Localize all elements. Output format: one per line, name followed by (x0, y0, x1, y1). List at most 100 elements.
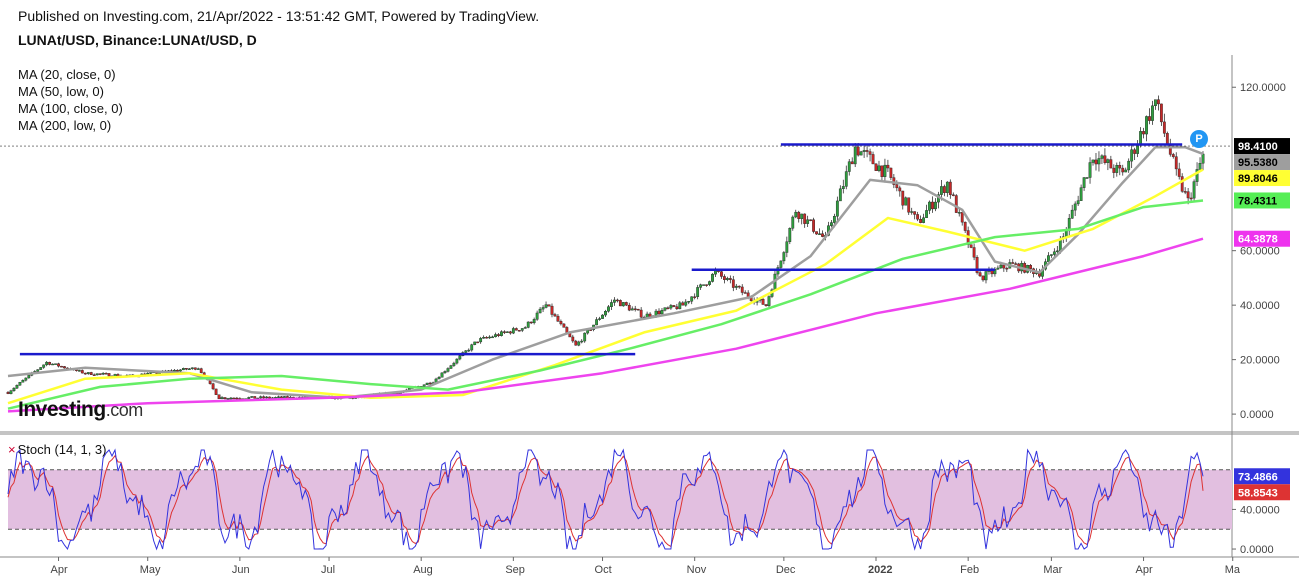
candle-body (443, 371, 447, 374)
candle-body (503, 331, 506, 333)
candle-body (473, 341, 477, 345)
candle-body (1047, 255, 1050, 262)
candle-body (86, 372, 90, 374)
candle-body (734, 285, 738, 288)
candle-body (277, 396, 280, 398)
candle-body (574, 340, 578, 346)
candle-body (737, 285, 741, 288)
time-tick-label: Apr (1136, 564, 1153, 576)
candle-body (571, 336, 575, 342)
time-tick-label: Dec (776, 564, 796, 576)
candle-body (511, 328, 515, 334)
candle-body (1171, 154, 1175, 157)
candle-body (51, 363, 54, 366)
candle-body (580, 340, 584, 343)
candle-body (636, 308, 640, 311)
candle-body (1118, 165, 1122, 169)
candle-body (506, 331, 509, 333)
candle-body (919, 218, 922, 223)
price-tick-label: 60.0000 (1240, 246, 1280, 258)
candle-body (690, 296, 694, 302)
candle-body (220, 397, 224, 400)
candle-body (446, 368, 450, 372)
candle-body (618, 300, 622, 307)
candle-body (660, 310, 664, 315)
candle-body (1127, 160, 1131, 171)
candle-body (508, 331, 512, 334)
candle-body (925, 210, 928, 218)
stoch-k-label: 73.4866 (1238, 471, 1278, 483)
ma20-legend[interactable]: MA (20, close, 0) (18, 67, 116, 82)
candle-body (764, 304, 768, 306)
candle-body (529, 321, 533, 324)
ma50-legend[interactable]: MA (50, low, 0) (18, 84, 104, 99)
candle-body (850, 161, 854, 165)
ma50-price-label-bg (1234, 170, 1290, 187)
candle-body (951, 194, 955, 196)
candle-body (45, 361, 49, 366)
candle-body (488, 336, 491, 339)
candle-body (553, 314, 557, 317)
candle-body (598, 318, 601, 320)
candle-body (871, 154, 875, 165)
candle-body (48, 361, 52, 365)
candle-body (880, 165, 884, 177)
candle-body (247, 397, 251, 399)
candle-body (538, 308, 542, 314)
stoch-tick-label: 40.0000 (1240, 504, 1280, 516)
candle-body (80, 370, 84, 374)
candle-body (865, 150, 869, 152)
candle-body (60, 365, 63, 368)
candle-body (1162, 121, 1166, 134)
time-tick-label: Apr (51, 564, 68, 576)
candle-body (229, 397, 233, 400)
candle-body (818, 233, 821, 235)
candle-body (800, 213, 804, 219)
candle-body (104, 373, 108, 375)
candle-body (1055, 250, 1059, 253)
candle-body (98, 373, 102, 375)
candle-body (39, 367, 43, 370)
candle-body (841, 186, 845, 190)
ma200-price-label: 64.3878 (1238, 234, 1278, 246)
candle-body (601, 314, 604, 319)
candle-body (711, 273, 714, 282)
candle-body (1139, 131, 1142, 146)
candle-body (95, 373, 99, 376)
time-tick-label: Mar (1043, 564, 1062, 576)
candle-body (657, 310, 661, 315)
candle-body (190, 367, 194, 369)
candle-body (945, 181, 949, 193)
stoch-legend[interactable]: × Stoch (14, 1, 3) (8, 442, 107, 457)
candle-body (1064, 230, 1068, 237)
candle-body (259, 396, 263, 399)
candle-body (785, 241, 789, 253)
candle-body (179, 369, 182, 372)
indicator-legend: MA (20, close, 0) MA (50, low, 0) MA (10… (18, 66, 123, 134)
candle-body (604, 310, 607, 316)
candle-body (18, 382, 22, 386)
candle-body (999, 264, 1003, 269)
candle-body (452, 362, 456, 366)
candle-body (217, 394, 221, 400)
candle-body (1002, 264, 1006, 269)
candle-body (610, 302, 613, 307)
candle-body (859, 151, 863, 156)
candle-body (901, 190, 905, 206)
time-tick-label: May (140, 564, 161, 576)
candle-body (984, 271, 988, 281)
candle-body (714, 270, 717, 275)
ma200-legend[interactable]: MA (200, low, 0) (18, 118, 112, 133)
candle-body (687, 300, 691, 303)
candle-body (957, 212, 961, 214)
candle-body (1124, 169, 1128, 173)
candle-body (895, 184, 899, 189)
price-tick-label: 120.0000 (1240, 82, 1286, 94)
candle-body (1159, 103, 1163, 123)
candle-body (1180, 176, 1184, 192)
candle-body (595, 319, 598, 326)
candle-body (476, 341, 480, 344)
ma100-legend[interactable]: MA (100, close, 0) (18, 101, 123, 116)
p-marker-icon[interactable]: P (1190, 130, 1208, 148)
candle-body (181, 368, 185, 371)
